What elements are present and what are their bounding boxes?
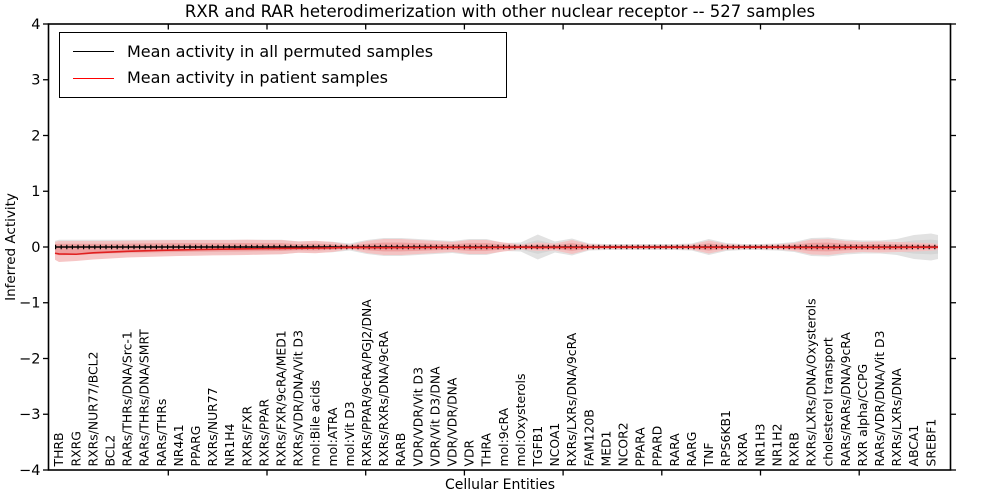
x-category-label: RXRB [787,432,802,466]
y-tick-label: −2 [19,351,40,367]
x-category-label: mol:Bile acids [308,380,323,466]
y-axis-label: Inferred Activity [3,193,19,301]
x-category-label: RXRs/NUR77 [205,387,220,466]
x-category-label: RARs/THRs [154,399,169,467]
x-category-label: RARG [684,432,699,467]
x-category-label: VDR/Vit D3/DNA [427,366,442,467]
x-category-label: RARs/VDR/DNA/Vit D3 [872,331,887,467]
x-category-label: PPARA [633,427,648,467]
x-category-label: RXRs/LXRs/DNA [889,368,904,467]
x-category-label: TGFB1 [530,426,545,468]
x-category-label: RARs/THRs/DNA/SMRT [137,329,152,467]
x-category-label: SREBF1 [923,419,938,467]
x-category-label: mol:Oxysterols [513,374,528,467]
y-tick-label: 2 [31,128,40,144]
y-tick-label: 1 [31,184,40,200]
x-category-label: THRA [479,433,494,468]
x-category-label: THRB [51,433,66,468]
patient-band-inner [55,242,938,256]
legend-item-permuted: Mean activity in all permuted samples [60,41,506,61]
x-category-label: NR1H2 [769,424,784,467]
legend-line-patient-icon [73,77,114,79]
legend-label-patient: Mean activity in patient samples [127,68,388,88]
y-tick-label: 0 [31,240,40,256]
x-category-label: RXRs/FXR [239,406,254,467]
y-tick-label: 3 [31,73,40,89]
x-category-label: NR1H4 [222,423,237,466]
x-category-label: RXRA [735,432,750,466]
x-category-label: RARs/RARs/DNA/9cRA [838,332,853,467]
x-category-label: RXRG [68,431,83,466]
x-category-label: PPARD [650,426,665,467]
x-category-label: NCOR2 [616,422,631,466]
x-category-label: NR4A1 [171,424,186,466]
x-category-label: RXRs/FXR/9cRA/MED1 [274,330,289,466]
x-category-label: RXRs/VDR/DNA/Vit D3 [291,330,306,466]
x-category-label: TNF [701,443,716,468]
legend: Mean activity in all permuted samples Me… [59,32,507,98]
legend-line-permuted-icon [73,51,114,53]
x-category-label: RARB [393,433,408,467]
x-category-label: cholesterol transport [821,337,836,466]
legend-item-patient: Mean activity in patient samples [60,70,506,86]
x-category-label: RXRs/PPAR [256,399,271,467]
y-tick-label: −1 [19,296,40,312]
x-category-label: MED1 [598,431,613,467]
x-category-label: ABCA1 [906,425,921,467]
x-category-label: RXRs/NUR77/BCL2 [85,352,100,467]
x-category-label: RXR alpha/CCPG [855,364,870,467]
x-category-label: mol:9cRA [496,407,511,466]
y-tick-label: −4 [19,463,40,479]
x-category-label: RXRs/LXRs/DNA/Oxysterols [804,298,819,466]
x-category-label: RARA [667,433,682,467]
y-tick-label: −3 [19,407,40,423]
chart-title: RXR and RAR heterodimerization with othe… [184,2,816,21]
x-category-label: PPARG [188,426,203,467]
x-category-label: FAM120B [581,409,596,466]
x-category-label: RPS6KB1 [718,410,733,466]
x-category-label: NCOA1 [547,423,562,467]
x-category-label: NR1H3 [752,424,767,467]
x-category-label: RXRs/RXRs/DNA/9cRA [376,331,391,467]
x-category-label: RARs/THRs/DNA/Src-1 [120,331,135,466]
legend-label-permuted: Mean activity in all permuted samples [127,41,434,61]
patient-mean-line [54,246,938,256]
x-category-label: RXRs/LXRs/DNA/9cRA [564,332,579,466]
x-category-label: VDR [462,439,477,466]
x-category-label: mol:ATRA [325,407,340,466]
y-tick-label: 4 [31,17,40,33]
x-axis-label: Cellular Entities [444,477,556,493]
x-category-label: BCL2 [103,435,118,467]
x-category-label: mol:Vit D3 [342,401,357,466]
x-category-label: RXRs/PPAR/9cRA/PGJ2/DNA [359,299,374,467]
x-category-label: VDR/VDR/DNA [445,377,460,466]
x-category-label: VDR/VDR/Vit D3 [410,367,425,466]
